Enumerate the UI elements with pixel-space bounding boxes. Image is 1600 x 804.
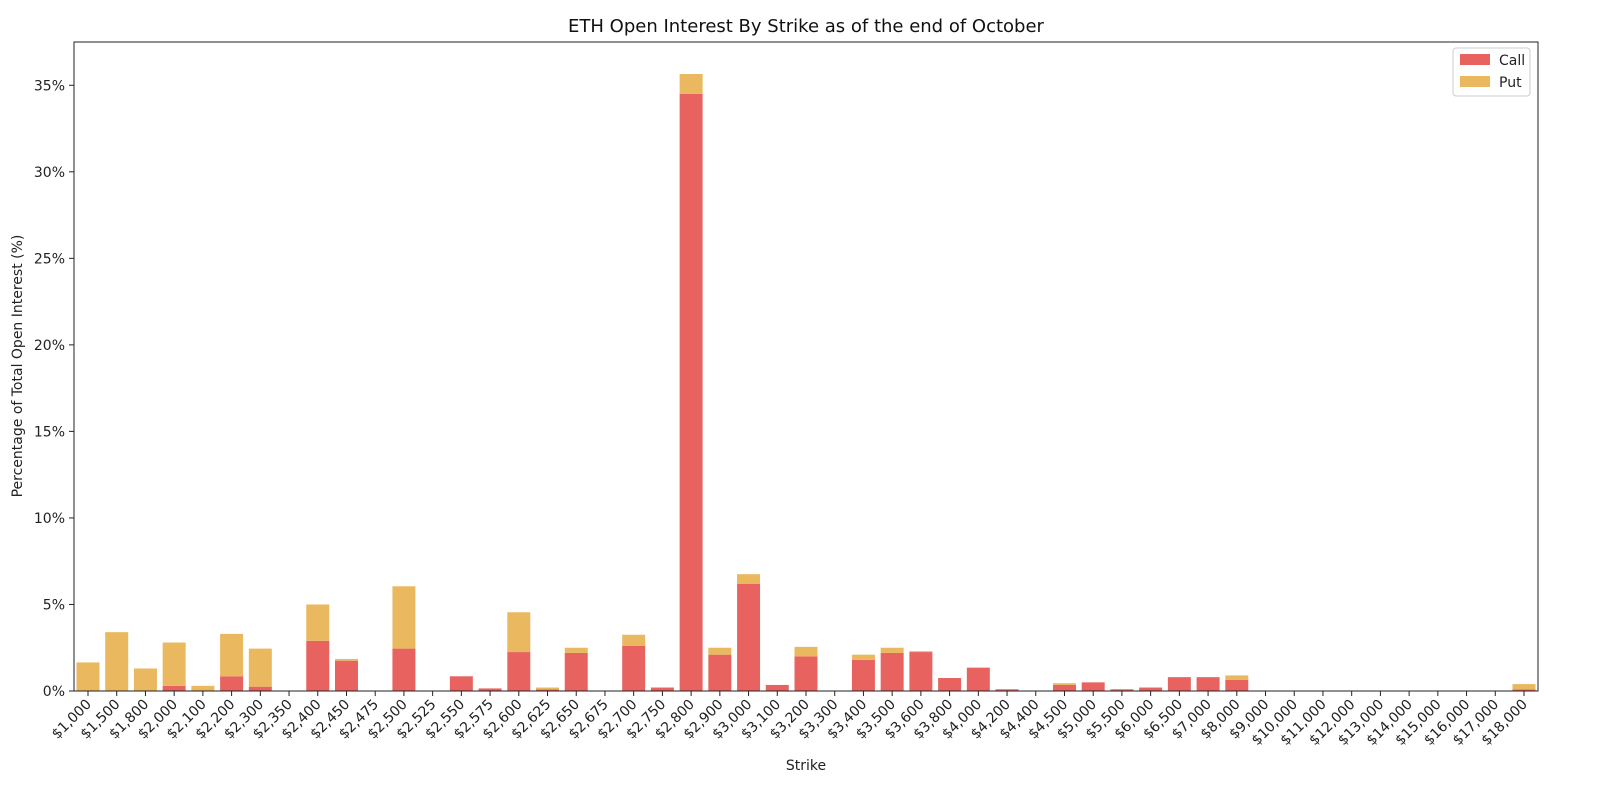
bar-call-15 xyxy=(507,652,531,691)
y-axis: 0% 5% 10% 15% 20% 25% 30% 35% xyxy=(34,78,74,700)
legend: Call Put xyxy=(1452,47,1531,97)
y-tick-label: 15% xyxy=(34,424,65,440)
bar-put-8 xyxy=(306,604,330,641)
y-tick-label: 35% xyxy=(34,78,65,94)
bars-layer xyxy=(76,74,1536,692)
bar-call-38 xyxy=(1167,677,1191,691)
bar-put-0 xyxy=(76,662,100,691)
bar-call-50 xyxy=(1512,689,1536,691)
bar-call-28 xyxy=(880,652,904,691)
bar-call-5 xyxy=(220,676,244,691)
bar-put-5 xyxy=(220,633,244,677)
y-tick-label: 20% xyxy=(34,338,65,354)
legend-label-put: Put xyxy=(1499,75,1522,91)
bar-call-9 xyxy=(334,660,358,691)
y-tick-label: 30% xyxy=(34,165,65,181)
bar-put-22 xyxy=(708,647,732,655)
bar-put-6 xyxy=(248,648,272,687)
bar-put-34 xyxy=(1052,683,1076,685)
bar-put-3 xyxy=(162,642,186,686)
bar-put-1 xyxy=(105,632,129,691)
bar-put-16 xyxy=(536,687,560,690)
bar-put-25 xyxy=(794,646,818,657)
chart-title: ETH Open Interest By Strike as of the en… xyxy=(568,16,1044,37)
bar-call-6 xyxy=(248,686,272,691)
bar-put-28 xyxy=(880,647,904,653)
bar-call-16 xyxy=(536,689,560,691)
legend-swatch-put xyxy=(1460,76,1490,87)
y-axis-label: Percentage of Total Open Interest (%) xyxy=(10,235,26,498)
bar-put-17 xyxy=(564,647,588,653)
bar-call-37 xyxy=(1139,687,1163,691)
bar-call-39 xyxy=(1196,677,1220,691)
bar-call-17 xyxy=(564,652,588,691)
y-tick-label: 5% xyxy=(43,597,65,613)
bar-call-22 xyxy=(708,654,732,691)
bar-put-9 xyxy=(334,658,358,661)
bar-call-30 xyxy=(938,678,962,691)
bar-call-29 xyxy=(909,652,933,691)
bar-call-13 xyxy=(449,676,473,691)
bar-put-50 xyxy=(1512,684,1536,690)
bar-call-23 xyxy=(737,583,761,691)
bar-put-11 xyxy=(392,586,416,649)
bar-call-31 xyxy=(966,667,990,691)
bar-call-40 xyxy=(1225,679,1249,691)
bar-call-34 xyxy=(1052,684,1076,691)
bar-put-2 xyxy=(133,668,157,691)
bar-put-19 xyxy=(622,634,646,646)
bar-call-11 xyxy=(392,648,416,691)
legend-swatch-call xyxy=(1460,54,1490,65)
bar-call-8 xyxy=(306,640,330,691)
bar-call-27 xyxy=(851,659,875,691)
bar-call-35 xyxy=(1081,682,1105,691)
bar-call-19 xyxy=(622,646,646,691)
bar-put-40 xyxy=(1225,675,1249,680)
bar-put-15 xyxy=(507,612,531,653)
legend-label-call: Call xyxy=(1499,53,1525,69)
x-axis-label: Strike xyxy=(786,758,826,774)
bar-call-21 xyxy=(679,93,703,692)
bar-put-29 xyxy=(909,651,933,653)
bar-call-14 xyxy=(478,688,502,691)
y-tick-label: 10% xyxy=(34,511,65,527)
y-tick-label: 0% xyxy=(43,684,65,700)
bar-put-27 xyxy=(851,654,875,660)
y-tick-label: 25% xyxy=(34,251,65,267)
bar-call-20 xyxy=(650,687,674,691)
bar-call-25 xyxy=(794,656,818,691)
bar-put-21 xyxy=(679,74,703,94)
bar-call-24 xyxy=(765,684,789,691)
bar-call-32 xyxy=(995,689,1019,691)
bar-put-4 xyxy=(191,685,215,691)
bar-call-3 xyxy=(162,685,186,691)
bar-put-23 xyxy=(737,574,761,584)
bar-call-36 xyxy=(1110,689,1134,691)
